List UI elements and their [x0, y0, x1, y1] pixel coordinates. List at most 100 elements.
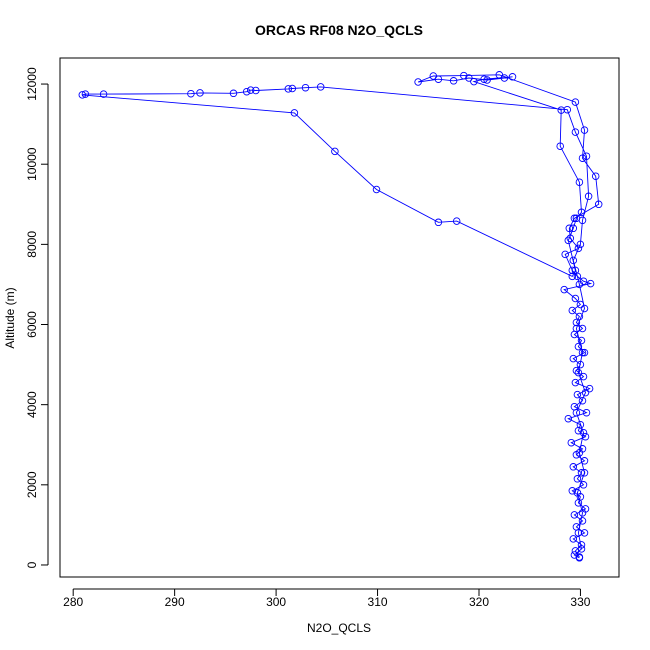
y-tick-label: 10000: [25, 147, 39, 181]
data-point: [580, 304, 589, 313]
x-tick-label: 330: [570, 595, 590, 609]
data-point: [572, 366, 581, 375]
data-point: [242, 87, 251, 96]
x-tick-label: 320: [469, 595, 489, 609]
data-point: [579, 481, 588, 489]
data-point: [580, 126, 589, 134]
data-point: [563, 105, 572, 114]
data-point: [414, 78, 422, 86]
series-layer: [78, 71, 603, 562]
data-point: [483, 76, 491, 84]
data-point: [580, 529, 589, 537]
data-point: [290, 109, 299, 117]
data-point: [229, 89, 238, 98]
data-point: [578, 154, 587, 162]
data-point: [572, 318, 581, 327]
y-axis: 0 2000 4000 6000 8000 10000 12000: [25, 67, 49, 568]
data-point: [578, 509, 587, 517]
x-tick-label: 290: [165, 595, 185, 609]
data-point: [576, 360, 585, 369]
x-axis-label: N2O_QCLS: [307, 621, 371, 635]
data-point: [569, 256, 578, 265]
data-point: [571, 98, 580, 106]
data-point: [578, 216, 587, 225]
data-point: [579, 428, 588, 437]
data-point: [560, 285, 568, 294]
data-point: [569, 224, 578, 233]
data-point: [582, 152, 591, 160]
data-point: [573, 489, 582, 497]
data-point: [591, 172, 600, 180]
data-point: [577, 336, 586, 345]
data-point: [99, 90, 108, 98]
data-point: [569, 354, 578, 363]
data-point: [577, 545, 586, 553]
data-point: [449, 77, 458, 85]
data-point: [584, 192, 593, 201]
data-point: [301, 83, 310, 92]
y-tick-label: 6000: [25, 311, 39, 338]
data-point: [187, 89, 195, 98]
data-point: [576, 240, 585, 249]
data-point: [434, 75, 443, 83]
data-point: [196, 89, 204, 97]
data-point: [575, 449, 584, 457]
x-tick-label: 310: [368, 595, 388, 609]
data-point: [571, 266, 580, 275]
x-tick-label: 300: [266, 595, 286, 609]
data-point: [569, 463, 578, 471]
data-point: [500, 74, 509, 82]
data-point: [561, 250, 569, 259]
data-point: [470, 77, 478, 86]
data-point: [465, 74, 473, 82]
data-point: [575, 554, 584, 562]
x-tick-label: 280: [63, 595, 83, 609]
data-point: [582, 408, 591, 417]
data-point: [568, 306, 577, 315]
data-point: [570, 214, 579, 223]
data-point: [452, 217, 461, 225]
data-point: [288, 84, 297, 93]
data-point: [574, 244, 583, 253]
data-point: [557, 106, 565, 114]
data-point: [564, 236, 573, 245]
data-point: [572, 324, 581, 333]
data-point: [575, 280, 584, 289]
x-axis: 280 290 300 310 320 330: [63, 588, 591, 609]
data-point: [580, 469, 589, 477]
data-point: [576, 420, 585, 429]
data-point: [284, 85, 293, 93]
y-tick-label: 2000: [25, 471, 39, 498]
data-point: [508, 73, 517, 81]
data-point: [585, 384, 594, 393]
data-point: [573, 475, 582, 483]
y-tick-label: 12000: [25, 67, 39, 101]
data-point: [580, 457, 589, 465]
data-point: [594, 200, 603, 209]
series-line: [82, 74, 600, 559]
data-point: [574, 529, 583, 537]
data-point: [578, 348, 587, 357]
data-point: [480, 75, 488, 83]
data-point: [316, 83, 325, 91]
data-point: [568, 266, 577, 275]
data-point: [567, 438, 576, 447]
data-point: [556, 142, 564, 150]
data-point: [577, 208, 586, 217]
data-point: [434, 218, 443, 227]
data-point: [78, 91, 87, 99]
data-point: [581, 388, 590, 397]
data-point: [577, 469, 586, 477]
data-point: [460, 71, 468, 80]
data-point: [578, 517, 587, 525]
data-point: [570, 511, 579, 519]
data-point: [564, 414, 573, 423]
y-tick-label: 0: [25, 561, 39, 568]
data-point: [246, 86, 255, 94]
data-point: [565, 224, 574, 233]
data-point: [586, 279, 595, 288]
data-point: [571, 378, 580, 387]
data-point: [571, 128, 580, 136]
data-point: [580, 348, 589, 357]
